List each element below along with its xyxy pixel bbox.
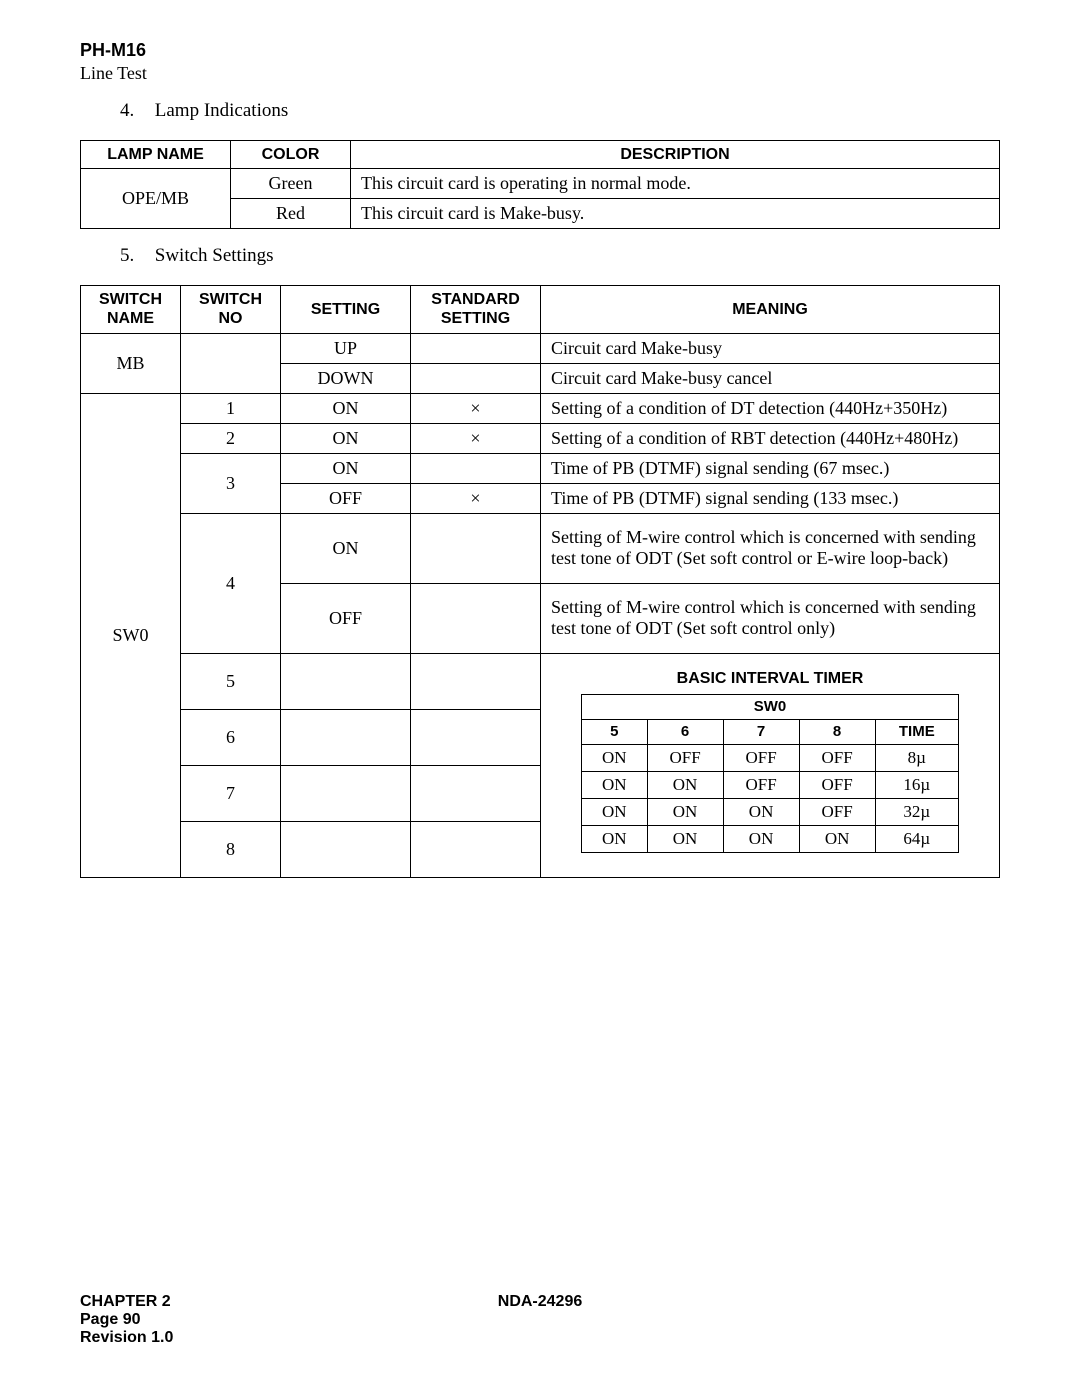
footer-doc: NDA-24296 — [498, 1293, 582, 1311]
table-row: ONONONOFF32µ — [582, 798, 959, 825]
cell-setting: ON — [281, 453, 411, 483]
cell-setting — [281, 709, 411, 765]
section-number: 5. — [120, 245, 150, 267]
section-title: Switch Settings — [155, 245, 274, 266]
nested-table: SW0 5 6 7 8 TIME ONOFFOFFOFF8µ ONONOFFOF… — [581, 694, 959, 853]
section-number: 4. — [120, 100, 150, 122]
footer-page: Page 90 — [80, 1311, 1000, 1329]
cell-switch-no: 5 — [181, 653, 281, 709]
table-row: 4 ON Setting of M-wire control which is … — [81, 513, 1000, 583]
col-meaning: MEANING — [541, 286, 1000, 333]
cell-setting: OFF — [281, 583, 411, 653]
cell-setting: ON — [281, 423, 411, 453]
cell-switch-no: 7 — [181, 765, 281, 821]
cell-color: Green — [231, 169, 351, 199]
cell-meaning: Setting of M-wire control which is conce… — [541, 583, 1000, 653]
cell-std — [411, 453, 541, 483]
cell-lamp-name: OPE/MB — [81, 169, 231, 229]
cell-switch-no: 6 — [181, 709, 281, 765]
cell-meaning: Setting of a condition of RBT detection … — [541, 423, 1000, 453]
cell-switch-no: 2 — [181, 423, 281, 453]
cell-setting — [281, 765, 411, 821]
cell-meaning: Setting of M-wire control which is conce… — [541, 513, 1000, 583]
cell-meaning: Time of PB (DTMF) signal sending (67 mse… — [541, 453, 1000, 483]
cell-setting — [281, 821, 411, 877]
cell-switch-name: SW0 — [81, 393, 181, 877]
col-lamp-name: LAMP NAME — [81, 141, 231, 169]
table-row: 2 ON × Setting of a condition of RBT det… — [81, 423, 1000, 453]
table-header-row: 5 6 7 8 TIME — [582, 719, 959, 744]
cell-desc: This circuit card is operating in normal… — [351, 169, 1000, 199]
cell-meaning: Setting of a condition of DT detection (… — [541, 393, 1000, 423]
col-5: 5 — [582, 719, 648, 744]
subtitle: Line Test — [80, 63, 1000, 84]
table-row: ONONONON64µ — [582, 825, 959, 852]
section-title: Lamp Indications — [155, 100, 289, 121]
table-row: OPE/MB Green This circuit card is operat… — [81, 169, 1000, 199]
col-color: COLOR — [231, 141, 351, 169]
cell-std — [411, 363, 541, 393]
cell-setting — [281, 653, 411, 709]
cell-std — [411, 765, 541, 821]
table-row: ONOFFOFFOFF8µ — [582, 744, 959, 771]
cell-std: × — [411, 423, 541, 453]
cell-setting: UP — [281, 333, 411, 363]
table-header-row: LAMP NAME COLOR DESCRIPTION — [81, 141, 1000, 169]
cell-switch-no: 1 — [181, 393, 281, 423]
table-header-row: SWITCH NAME SWITCH NO SETTING STANDARD S… — [81, 286, 1000, 333]
switch-table: SWITCH NAME SWITCH NO SETTING STANDARD S… — [80, 285, 1000, 877]
page-footer: CHAPTER 2 NDA-24296 Page 90 Revision 1.0 — [80, 1293, 1000, 1347]
cell-meaning: Circuit card Make-busy cancel — [541, 363, 1000, 393]
cell-desc: This circuit card is Make-busy. — [351, 199, 1000, 229]
table-row: SW0 1 ON × Setting of a condition of DT … — [81, 393, 1000, 423]
cell-color: Red — [231, 199, 351, 229]
cell-switch-no: 8 — [181, 821, 281, 877]
cell-switch-no — [181, 333, 281, 393]
nested-group: SW0 — [582, 694, 959, 719]
cell-std — [411, 333, 541, 363]
col-switch-name: SWITCH NAME — [81, 286, 181, 333]
table-row: 3 ON Time of PB (DTMF) signal sending (6… — [81, 453, 1000, 483]
cell-setting: OFF — [281, 483, 411, 513]
cell-setting: DOWN — [281, 363, 411, 393]
lamp-table: LAMP NAME COLOR DESCRIPTION OPE/MB Green… — [80, 140, 1000, 229]
col-description: DESCRIPTION — [351, 141, 1000, 169]
col-time: TIME — [875, 719, 958, 744]
model-code: PH-M16 — [80, 40, 1000, 61]
cell-meaning: Time of PB (DTMF) signal sending (133 ms… — [541, 483, 1000, 513]
section-lamp: 4. Lamp Indications — [120, 100, 1000, 122]
cell-switch-no: 3 — [181, 453, 281, 513]
col-8: 8 — [799, 719, 875, 744]
col-7: 7 — [723, 719, 799, 744]
cell-std — [411, 709, 541, 765]
cell-setting: ON — [281, 393, 411, 423]
table-row: 5 BASIC INTERVAL TIMER SW0 5 6 7 8 TIME — [81, 653, 1000, 709]
cell-setting: ON — [281, 513, 411, 583]
table-row: ONONOFFOFF16µ — [582, 771, 959, 798]
cell-std — [411, 513, 541, 583]
col-standard-setting: STANDARD SETTING — [411, 286, 541, 333]
col-setting: SETTING — [281, 286, 411, 333]
cell-std — [411, 583, 541, 653]
cell-std — [411, 653, 541, 709]
col-switch-no: SWITCH NO — [181, 286, 281, 333]
cell-std: × — [411, 483, 541, 513]
cell-std — [411, 821, 541, 877]
nested-title: BASIC INTERVAL TIMER — [581, 670, 959, 688]
cell-meaning: Circuit card Make-busy — [541, 333, 1000, 363]
section-switch: 5. Switch Settings — [120, 245, 1000, 267]
table-row: MB UP Circuit card Make-busy — [81, 333, 1000, 363]
cell-meaning-nested: BASIC INTERVAL TIMER SW0 5 6 7 8 TIME ON… — [541, 653, 1000, 877]
col-6: 6 — [647, 719, 723, 744]
cell-std: × — [411, 393, 541, 423]
cell-switch-no: 4 — [181, 513, 281, 653]
footer-revision: Revision 1.0 — [80, 1329, 1000, 1347]
cell-switch-name: MB — [81, 333, 181, 393]
